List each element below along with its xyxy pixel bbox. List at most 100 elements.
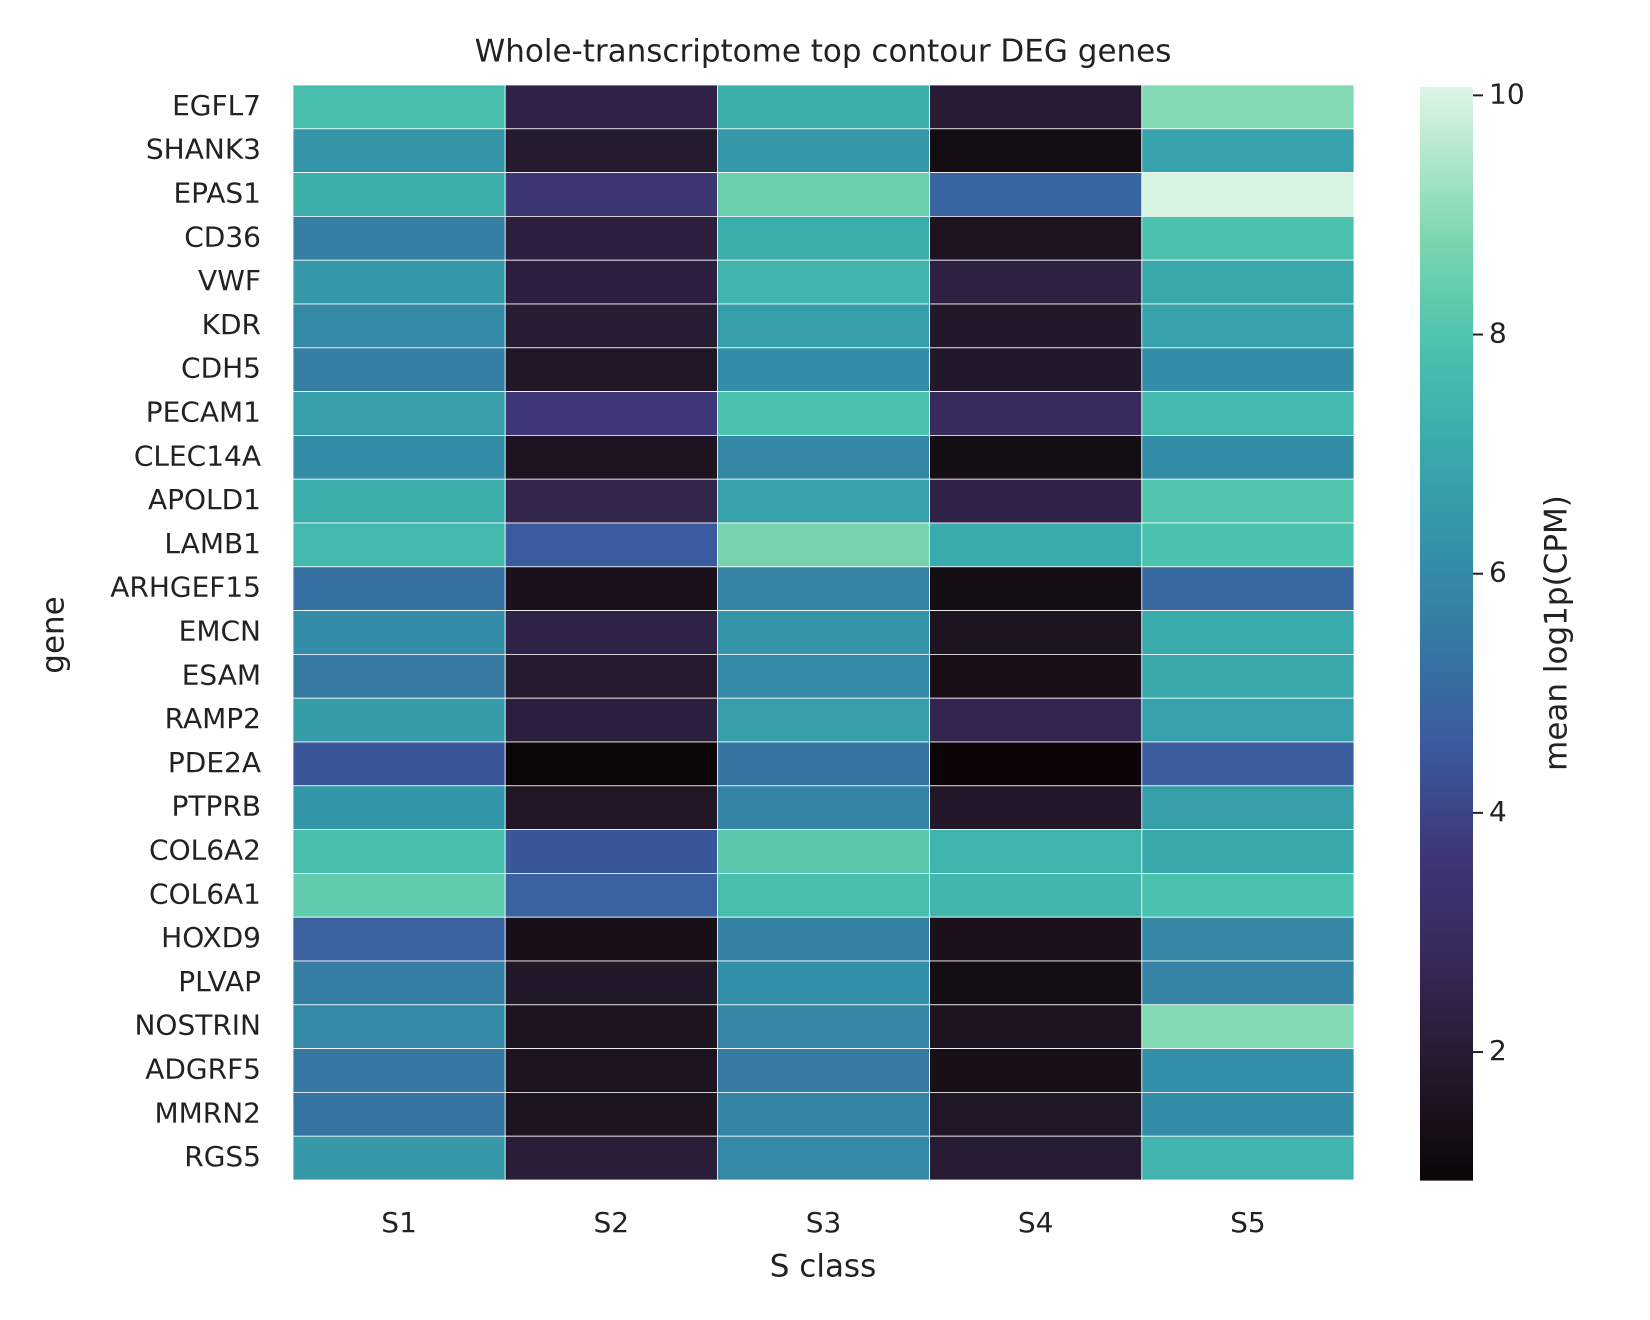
- heatmap-cell: [929, 960, 1143, 1006]
- heatmap-cell: [504, 172, 718, 217]
- y-tick-label: PLVAP: [178, 965, 261, 998]
- heatmap-cell: [929, 1135, 1143, 1181]
- heatmap-cell: [1141, 303, 1355, 349]
- heatmap-cell: [929, 785, 1143, 830]
- x-tick-label: S3: [806, 1206, 842, 1239]
- heatmap-cell: [717, 478, 931, 524]
- heatmap-cell: [292, 610, 506, 655]
- heatmap-cell: [1141, 916, 1355, 962]
- heatmap-cell: [1141, 610, 1355, 655]
- y-tick-label: COL6A2: [149, 834, 261, 867]
- heatmap-cell: [717, 1004, 931, 1049]
- heatmap-cell: [717, 259, 931, 305]
- heatmap-cell: [292, 478, 506, 524]
- heatmap-cell: [292, 128, 506, 174]
- heatmap-cell: [929, 610, 1143, 655]
- heatmap-cell: [1141, 391, 1355, 436]
- colorbar-tick-label: 10: [1489, 77, 1525, 110]
- heatmap-cell: [292, 172, 506, 217]
- heatmap-cell: [717, 215, 931, 261]
- heatmap-cell: [1141, 522, 1355, 568]
- heatmap-cell: [717, 172, 931, 217]
- heatmap-cell: [929, 303, 1143, 349]
- y-tick-label: EMCN: [179, 615, 261, 648]
- heatmap-cell: [1141, 785, 1355, 830]
- x-tick-label: S4: [1018, 1206, 1054, 1239]
- heatmap-cell: [1141, 84, 1355, 130]
- heatmap-cell: [717, 84, 931, 130]
- y-tick-label: EPAS1: [173, 177, 261, 210]
- heatmap-cell: [504, 610, 718, 655]
- heatmap-cell: [292, 434, 506, 480]
- x-axis-label: S class: [770, 1249, 877, 1285]
- colorbar-tick-label: 8: [1489, 317, 1507, 350]
- heatmap-cell: [504, 960, 718, 1006]
- heatmap-cell: [504, 1092, 718, 1137]
- heatmap-cell: [717, 1048, 931, 1093]
- heatmap-cell: [292, 697, 506, 743]
- heatmap-cell: [1141, 434, 1355, 480]
- heatmap-cell: [929, 829, 1143, 874]
- y-tick-label: RAMP2: [165, 702, 261, 735]
- heatmap-cell: [1141, 478, 1355, 524]
- heatmap-cell: [1141, 347, 1355, 392]
- heatmap-cell: [292, 347, 506, 392]
- heatmap-cell: [504, 84, 718, 130]
- heatmap-cell: [717, 566, 931, 611]
- heatmap-cell: [717, 434, 931, 480]
- heatmap-cell: [292, 785, 506, 830]
- heatmap-cell: [504, 873, 718, 918]
- heatmap-cell: [929, 215, 1143, 261]
- heatmap-cell: [929, 347, 1143, 392]
- y-tick-label: ARHGEF15: [110, 571, 261, 604]
- heatmap-cell: [1141, 697, 1355, 743]
- heatmap-cell: [504, 916, 718, 962]
- colorbar-label: mean log1p(CPM): [1539, 495, 1575, 771]
- heatmap-cell: [292, 259, 506, 305]
- x-tick-label: S5: [1230, 1206, 1266, 1239]
- heatmap-cell: [929, 916, 1143, 962]
- colorbar: [1420, 87, 1473, 1181]
- heatmap-cell: [292, 741, 506, 787]
- heatmap-cell: [717, 960, 931, 1006]
- heatmap-cell: [929, 1048, 1143, 1093]
- heatmap-cell: [717, 741, 931, 787]
- x-tick-label: S1: [381, 1206, 417, 1239]
- heatmap-cell: [504, 654, 718, 699]
- heatmap-cell: [504, 785, 718, 830]
- heatmap-cell: [929, 1092, 1143, 1137]
- heatmap-cell: [292, 654, 506, 699]
- colorbar-tick-label: 2: [1489, 1034, 1507, 1067]
- heatmap-cell: [292, 1092, 506, 1137]
- heatmap-cell: [292, 566, 506, 611]
- y-tick-label: KDR: [202, 308, 261, 341]
- heatmap-cell: [292, 960, 506, 1006]
- heatmap-cell: [1141, 172, 1355, 217]
- heatmap-cell: [1141, 873, 1355, 918]
- heatmap-cell: [929, 84, 1143, 130]
- y-tick-label: PDE2A: [168, 746, 261, 779]
- heatmap-cell: [504, 829, 718, 874]
- heatmap-cell: [717, 347, 931, 392]
- heatmap-cell: [504, 128, 718, 174]
- heatmap-cell: [504, 566, 718, 611]
- y-tick-label: VWF: [198, 264, 261, 297]
- heatmap-cell: [717, 303, 931, 349]
- heatmap-cell: [929, 873, 1143, 918]
- heatmap-cell: [1141, 741, 1355, 787]
- heatmap-cell: [1141, 128, 1355, 174]
- y-tick-label: PECAM1: [146, 396, 261, 429]
- heatmap-cell: [504, 303, 718, 349]
- y-tick-label: ADGRF5: [145, 1053, 261, 1086]
- heatmap-cell: [929, 741, 1143, 787]
- heatmap-cell: [717, 829, 931, 874]
- heatmap-cell: [929, 259, 1143, 305]
- y-tick-label: MMRN2: [154, 1096, 261, 1129]
- heatmap-cell: [1141, 1004, 1355, 1049]
- y-tick-label: CDH5: [181, 352, 261, 385]
- heatmap-cell: [1141, 215, 1355, 261]
- heatmap-cell: [1141, 1048, 1355, 1093]
- heatmap-cell: [717, 1135, 931, 1181]
